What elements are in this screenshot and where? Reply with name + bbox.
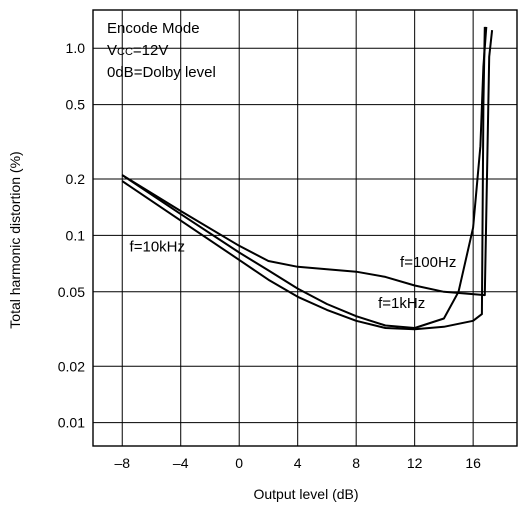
x-axis-label: Output level (dB) (253, 486, 358, 502)
x-tick-label: 0 (235, 455, 243, 471)
y-tick-label: 0.1 (66, 227, 86, 243)
x-tick-label: –8 (114, 455, 130, 471)
y-tick-label: 1.0 (66, 40, 86, 56)
y-tick-label: 0.01 (58, 415, 85, 431)
series-label-f-10khz: f=10kHz (130, 239, 185, 256)
series-label-f-100hz: f=100Hz (400, 254, 456, 271)
series-line-f-100hz (121, 26, 488, 329)
series-group (121, 26, 494, 331)
x-tick-label: 4 (294, 455, 302, 471)
y-tick-label: 0.2 (66, 171, 86, 187)
annotation-block: Encode Mode VCC=12V 0dB=Dolby level (107, 20, 216, 81)
plot-frame (92, 9, 518, 447)
series-labels: f=10kHz f=100Hz f=1kHz (130, 239, 457, 312)
x-tick-label: –4 (173, 455, 189, 471)
x-tick-label: 8 (352, 455, 360, 471)
series-line-f-10khz (121, 29, 494, 297)
annotation-line: 0dB=Dolby level (107, 64, 216, 81)
annotation-line: Encode Mode (107, 20, 200, 37)
y-tick-label: 0.5 (66, 97, 86, 113)
axis-ticks: –8 –4 0 4 8 12 16 0.01 0.02 0.05 0.1 0.2 0.5 1.0 (58, 40, 481, 471)
x-tick-label: 16 (465, 455, 481, 471)
series-line-f-1khz (121, 26, 486, 331)
y-tick-label: 0.05 (58, 284, 85, 300)
y-tick-label: 0.02 (58, 358, 85, 374)
plot-border (92, 9, 518, 447)
x-tick-label: 12 (407, 455, 423, 471)
grid (93, 10, 517, 446)
y-axis-label: Total harmonic distortion (%) (7, 151, 23, 328)
series-label-f-1khz: f=1kHz (378, 295, 425, 312)
annotation-line: VCC=12V (107, 42, 168, 59)
